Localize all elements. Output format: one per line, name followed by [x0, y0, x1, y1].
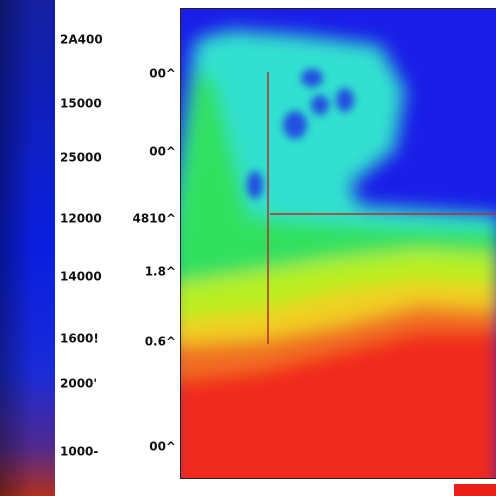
left-label: 12000 — [60, 212, 102, 226]
right-axis: 00^ 00^ 4810^ 1.8^ 0.6^ 00^ — [133, 67, 176, 454]
left-label: 2A400 — [60, 33, 103, 47]
left-label: 1000- — [60, 445, 98, 459]
left-label: 15000 — [60, 97, 102, 111]
left-label: 2000' — [60, 377, 97, 391]
heat-spot — [336, 88, 354, 112]
heat-spot — [301, 69, 323, 87]
right-label: 00^ — [149, 440, 176, 454]
right-label: 00^ — [149, 145, 176, 159]
heatmap-border — [180, 8, 496, 479]
heat-spot — [247, 171, 263, 199]
heatmap — [181, 9, 496, 478]
heat-red — [181, 330, 496, 478]
heat-spot — [311, 95, 329, 115]
heat-spot — [283, 111, 307, 139]
left-label: 14000 — [60, 270, 102, 284]
left-label: 25000 — [60, 151, 102, 165]
right-label: 0.6^ — [145, 335, 176, 349]
left-shade — [0, 0, 55, 496]
right-label: 1.8^ — [145, 265, 176, 279]
left-label: 1600! — [60, 332, 99, 346]
red-button — [454, 484, 496, 496]
right-label: 4810^ — [133, 212, 176, 226]
right-label: 00^ — [149, 67, 176, 81]
left-axis: 2A400 15000 25000 12000 14000 1600! 2000' 1000- — [60, 33, 103, 459]
